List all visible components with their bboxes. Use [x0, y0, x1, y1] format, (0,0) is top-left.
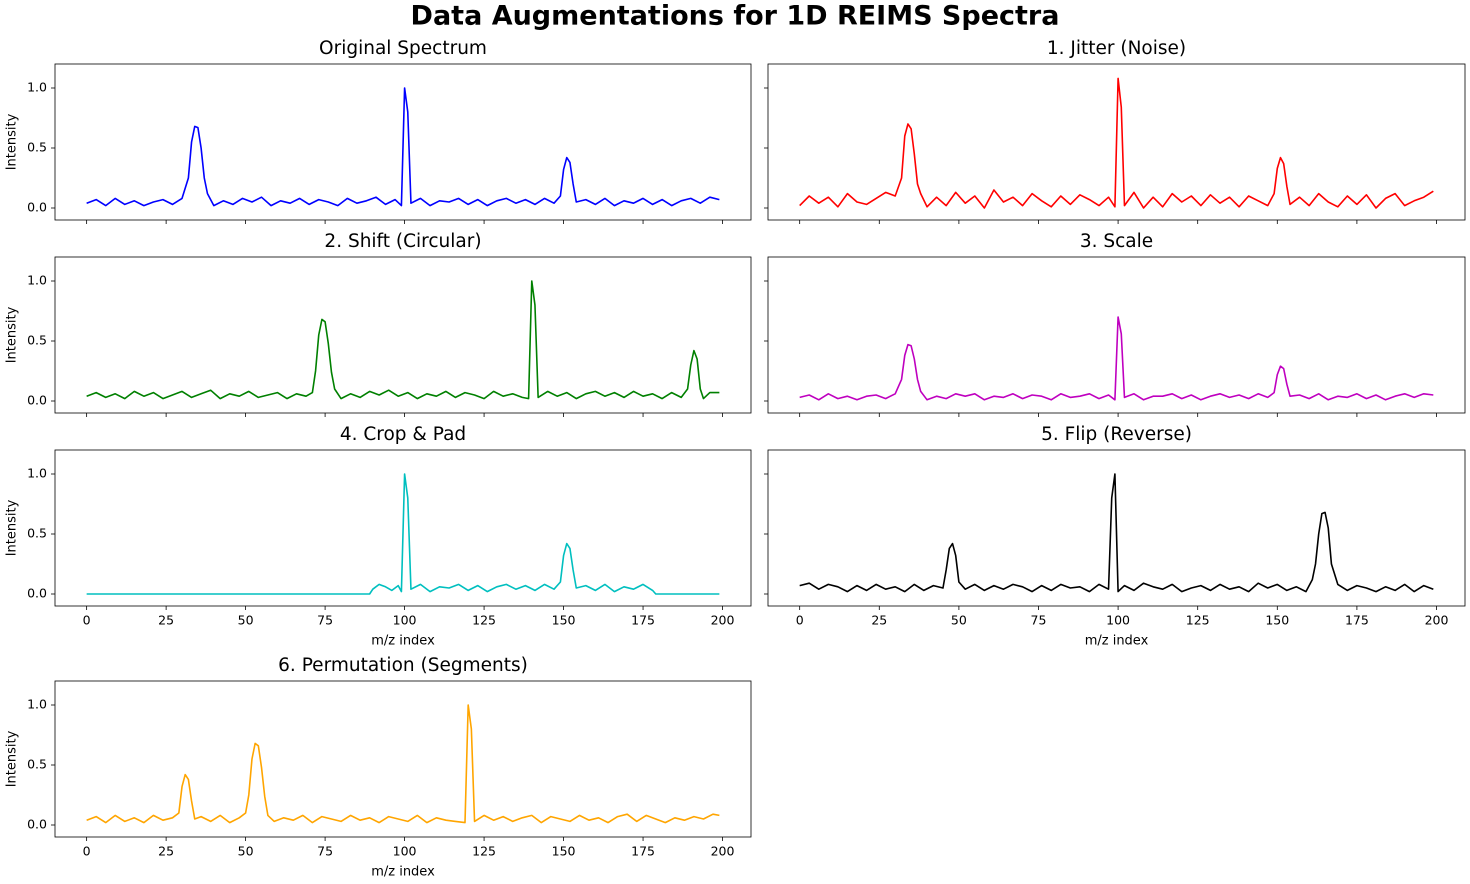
spectrum-line [86, 704, 720, 824]
y-tick-label: 0.0 [27, 393, 47, 408]
y-axis-label: Intensity [5, 306, 20, 363]
figure-title: Data Augmentations for 1D REIMS Spectra [411, 1, 1060, 32]
x-tick-label: 25 [158, 613, 174, 628]
spectrum-line [799, 473, 1434, 593]
x-tick-label: 50 [951, 613, 967, 628]
y-tick-label: 0.0 [27, 200, 47, 215]
x-tick-label: 25 [158, 844, 174, 859]
x-tick-label: 100 [393, 613, 417, 628]
y-tick-label: 0.0 [27, 586, 47, 601]
y-tick-label: 0.5 [27, 333, 47, 348]
x-tick-label: 150 [1265, 613, 1289, 628]
axes-frame [54, 680, 752, 838]
spectrum-line [799, 316, 1434, 401]
y-tick-label: 0.0 [27, 817, 47, 832]
subplot-title: 6. Permutation (Segments) [278, 655, 528, 676]
x-axis-label: m/z index [1085, 634, 1149, 649]
y-tick-label: 1.0 [27, 80, 47, 95]
axes-frame [54, 449, 752, 607]
y-tick-label: 1.0 [27, 273, 47, 288]
subplot-title: 4. Crop & Pad [340, 424, 466, 445]
y-tick-label: 1.0 [27, 466, 47, 481]
x-tick-label: 0 [796, 613, 804, 628]
subplot-title: Original Spectrum [319, 38, 487, 59]
y-axis-label: Intensity [5, 499, 20, 556]
axes-frame [767, 256, 1466, 414]
x-tick-label: 0 [83, 613, 91, 628]
x-tick-label: 25 [871, 613, 887, 628]
subplot-title: 3. Scale [1080, 231, 1153, 252]
y-tick-label: 0.5 [27, 757, 47, 772]
x-tick-label: 200 [1425, 613, 1449, 628]
x-tick-label: 125 [1186, 613, 1210, 628]
x-tick-label: 100 [393, 844, 417, 859]
x-tick-label: 150 [552, 613, 576, 628]
y-tick-label: 0.5 [27, 526, 47, 541]
x-tick-label: 0 [83, 844, 91, 859]
y-tick-label: 1.0 [27, 697, 47, 712]
x-tick-label: 175 [1345, 613, 1369, 628]
spectrum-line [86, 87, 720, 207]
x-tick-label: 75 [317, 844, 333, 859]
subplot-title: 1. Jitter (Noise) [1047, 38, 1186, 59]
x-tick-label: 125 [472, 844, 496, 859]
x-tick-label: 175 [631, 613, 655, 628]
x-tick-label: 50 [238, 844, 254, 859]
x-tick-label: 50 [238, 613, 254, 628]
spectrum-line [86, 280, 720, 400]
x-tick-label: 200 [711, 844, 735, 859]
x-tick-label: 100 [1106, 613, 1130, 628]
y-tick-label: 0.5 [27, 140, 47, 155]
x-tick-label: 75 [1031, 613, 1047, 628]
y-axis-label: Intensity [5, 730, 20, 787]
spectrum-line [799, 77, 1434, 209]
subplot-title: 5. Flip (Reverse) [1041, 424, 1192, 445]
axes-frame [767, 449, 1466, 607]
x-tick-label: 200 [711, 613, 735, 628]
y-axis-label: Intensity [5, 113, 20, 170]
x-tick-label: 175 [631, 844, 655, 859]
subplot-title: 2. Shift (Circular) [324, 231, 481, 252]
axes-frame [767, 63, 1466, 221]
x-axis-label: m/z index [371, 865, 435, 880]
x-axis-label: m/z index [371, 634, 435, 649]
x-tick-label: 125 [472, 613, 496, 628]
axes-frame [54, 256, 752, 414]
x-tick-label: 150 [552, 844, 576, 859]
axes-frame [54, 63, 752, 221]
x-tick-label: 75 [317, 613, 333, 628]
spectrum-line [86, 473, 720, 595]
